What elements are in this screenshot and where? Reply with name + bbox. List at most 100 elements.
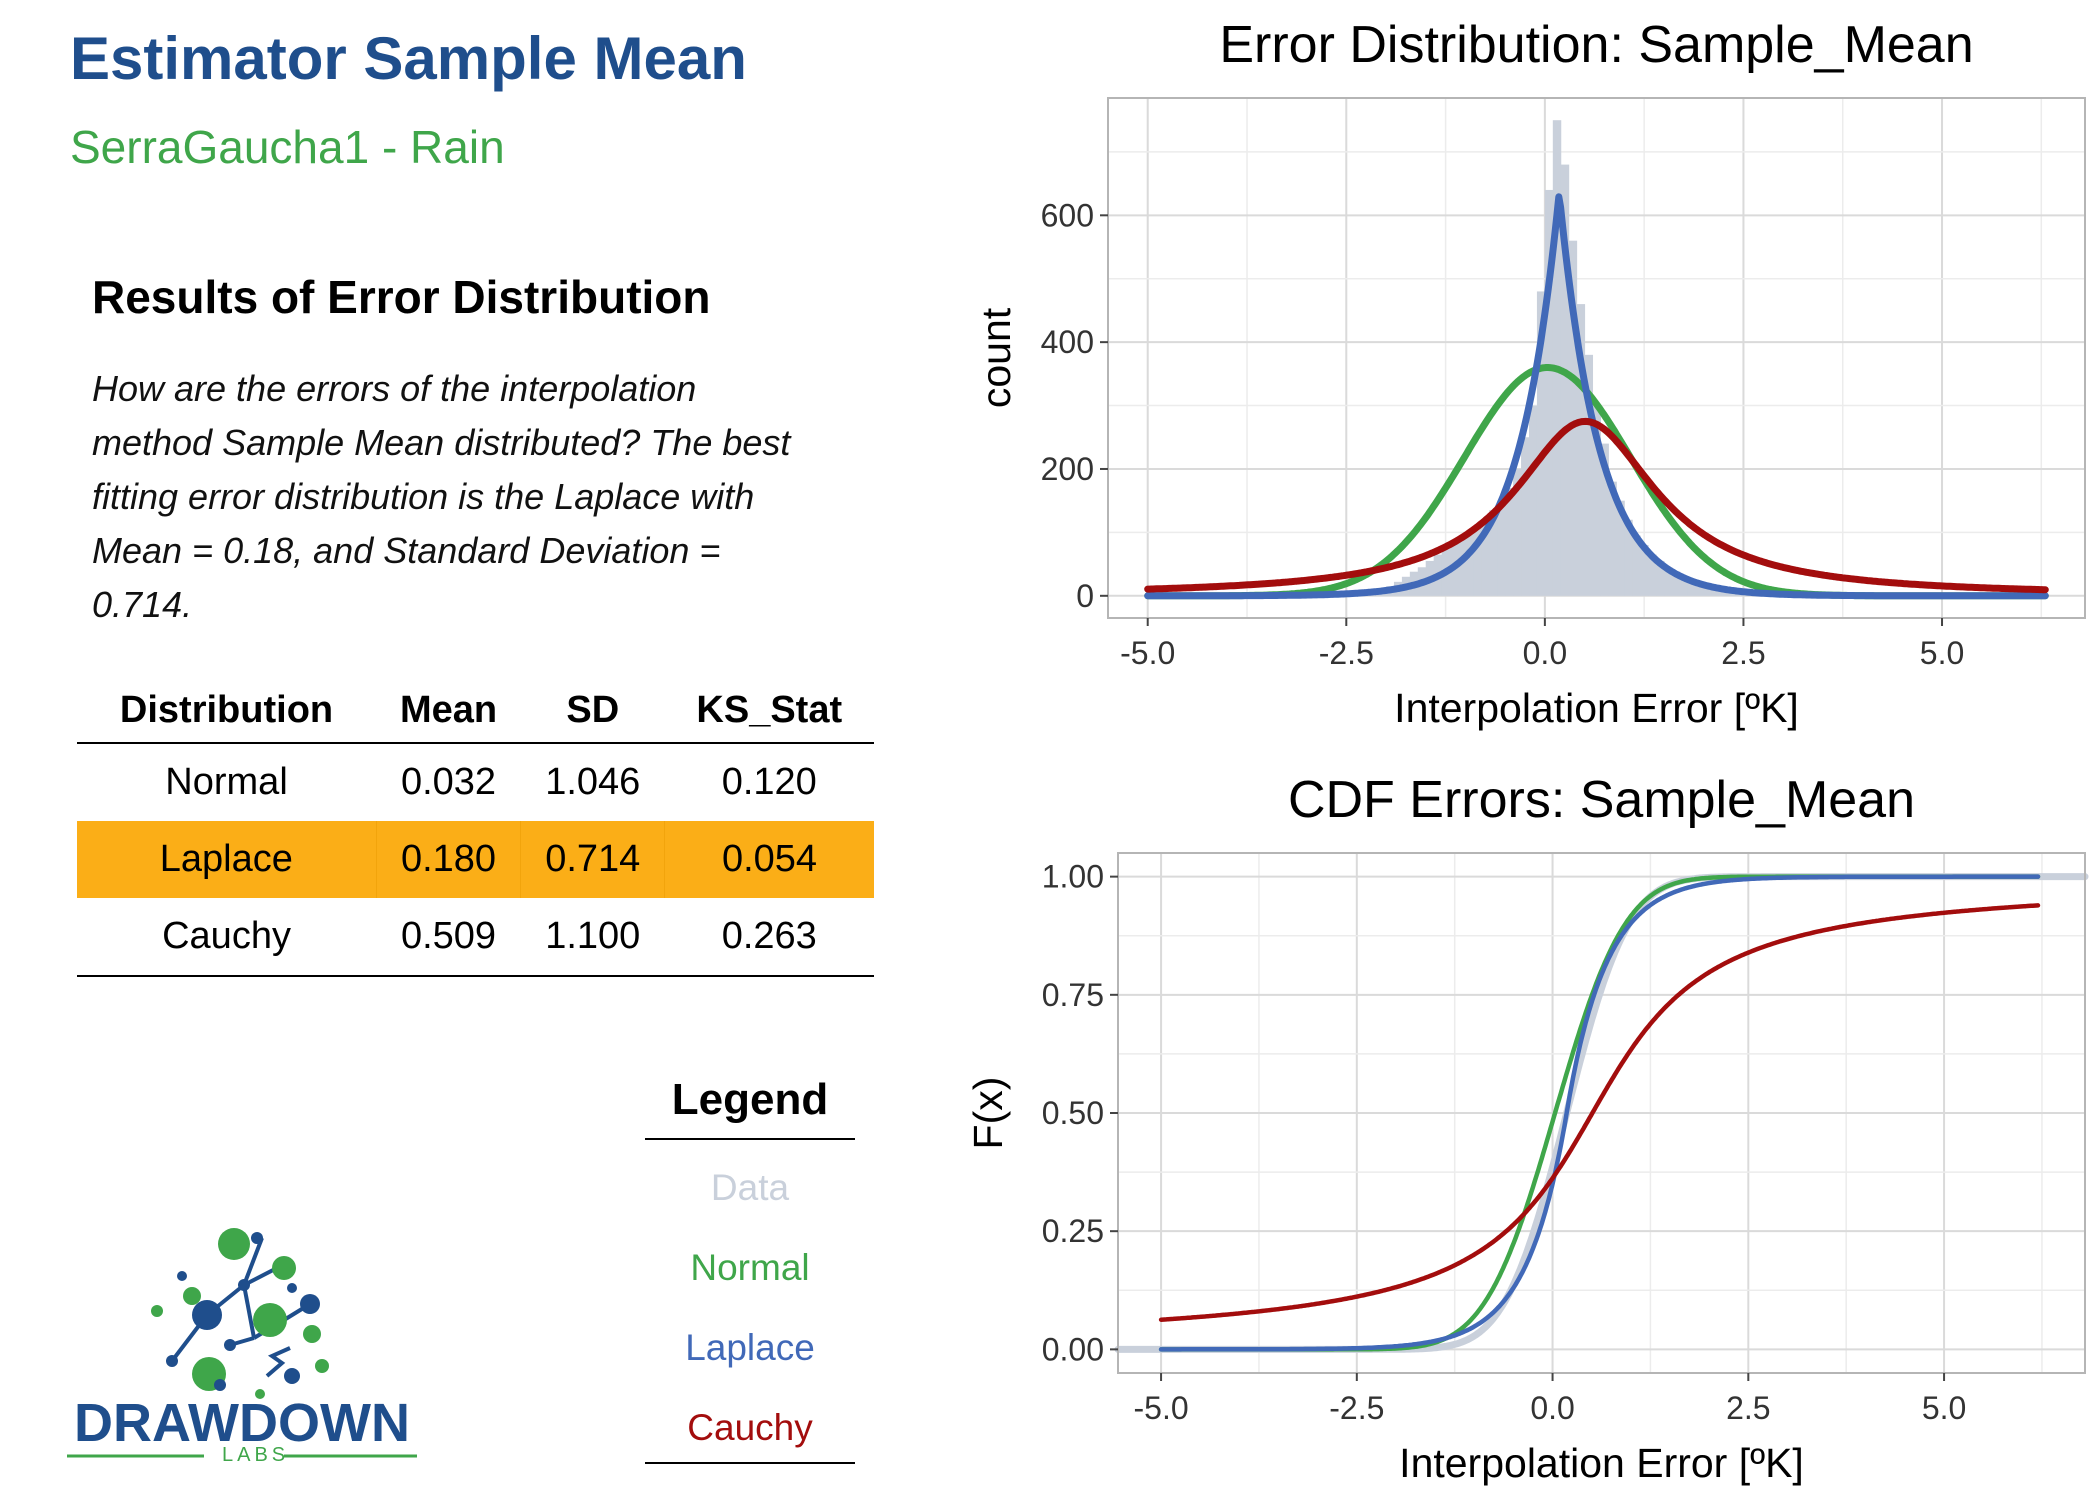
table-cell-sd: 0.714 xyxy=(520,821,665,898)
table-header-row: Distribution Mean SD KS_Stat xyxy=(77,678,874,744)
y-axis-title: count xyxy=(973,307,1019,408)
histogram-bar xyxy=(1656,560,1665,596)
histogram-bar xyxy=(1600,443,1609,596)
cdf-errors-chart: CDF Errors: Sample_Mean -5.0 -2.5 0.0 2.5 5.0… xyxy=(965,771,2089,1486)
table-cell-ks-stat: 0.263 xyxy=(664,898,874,977)
histogram-bar xyxy=(1727,592,1737,596)
page-title: Estimator Sample Mean xyxy=(70,25,747,92)
series-line-laplace xyxy=(1144,193,2049,600)
chart-title: CDF Errors: Sample_Mean xyxy=(1288,771,1915,829)
y-tick-label: 600 xyxy=(1041,197,1094,233)
x-tick-label: 0.0 xyxy=(1523,635,1567,671)
legend-entry-cauchy: Cauchy xyxy=(687,1407,813,1448)
histogram-bar xyxy=(1457,537,1466,596)
table-cell-sd: 1.046 xyxy=(545,761,641,803)
y-tick-label: 200 xyxy=(1041,451,1094,487)
histogram-bar xyxy=(1711,589,1721,596)
table-cell-mean: 0.180 xyxy=(375,821,521,898)
histogram-bar xyxy=(1592,405,1601,596)
series-line-laplace xyxy=(1158,874,2041,1352)
histogram-bar xyxy=(1624,519,1633,596)
histogram-bar xyxy=(1489,510,1498,596)
histogram-bar xyxy=(1544,189,1554,596)
x-tick-label: 5.0 xyxy=(1922,1390,1966,1426)
results-description: How are the errors of the interpolation … xyxy=(92,368,791,625)
error-distribution-chart: Error Distribution: Sample_Mean -5.0 -2.5 0… xyxy=(973,16,2086,731)
series-line-cauchy xyxy=(1144,417,2049,594)
histogram-bar xyxy=(1703,586,1713,596)
histogram-bar xyxy=(1528,405,1538,596)
table-cell-distribution: Laplace xyxy=(77,821,377,898)
y-tick-label: 0.50 xyxy=(1042,1095,1104,1131)
histogram-bar xyxy=(1497,500,1506,596)
histogram-bar xyxy=(1632,535,1641,596)
logo: DRAWDOWN LABS xyxy=(22,1058,527,1466)
histogram-bar xyxy=(1584,354,1594,596)
x-tick-label: -2.5 xyxy=(1319,635,1374,671)
results-heading: Results of Error Distribution xyxy=(92,271,711,323)
x-tick-label: 2.5 xyxy=(1721,635,1765,671)
histogram-bar xyxy=(1648,554,1657,596)
histogram-bar xyxy=(1536,291,1546,596)
legend-entry-laplace: Laplace xyxy=(685,1327,815,1368)
logo-icon: DRAWDOWN xyxy=(67,1228,417,1458)
table-cell-sd: 1.100 xyxy=(520,898,665,977)
histogram-bar xyxy=(1552,120,1562,596)
table-row: Cauchy 0.509 1.100 0.263 xyxy=(77,898,874,977)
histogram-bar xyxy=(1473,526,1482,596)
column-header-ks-stat: KS_Stat xyxy=(664,678,874,744)
table-cell-distribution: Normal xyxy=(165,761,288,803)
legend: Legend Data Normal Laplace Cauchy xyxy=(645,1070,855,1464)
histogram-bar xyxy=(1505,488,1514,596)
legend-entry-data: Data xyxy=(710,1167,790,1208)
x-tick-label: 0.0 xyxy=(1530,1390,1574,1426)
results-table: Distribution Mean SD KS_Stat Normal 0.03… xyxy=(77,678,874,977)
chart-title: Error Distribution: Sample_Mean xyxy=(1219,16,1973,74)
logo-wordmark: DRAWDOWN xyxy=(74,1393,410,1453)
table-cell-mean: 0.509 xyxy=(376,898,521,977)
histogram-bar xyxy=(1719,590,1729,596)
table-cell-ks-stat: 0.054 xyxy=(664,821,874,898)
table-cell-ks-stat: 0.120 xyxy=(721,761,817,803)
histogram-bar xyxy=(1560,164,1570,596)
histogram-bar xyxy=(1695,584,1705,596)
x-tick-label: 5.0 xyxy=(1920,635,1964,671)
column-header-distribution: Distribution xyxy=(77,678,377,744)
histogram-bar xyxy=(1640,545,1649,596)
column-header-sd: SD xyxy=(520,678,665,744)
histogram-bar xyxy=(1521,437,1530,596)
y-tick-label: 400 xyxy=(1041,324,1094,360)
series-line-cauchy xyxy=(1158,903,2041,1322)
histogram-bar xyxy=(1679,576,1689,596)
y-tick-label: 1.00 xyxy=(1042,859,1104,895)
histogram-bar xyxy=(1513,468,1522,596)
x-tick-label: -5.0 xyxy=(1133,1390,1188,1426)
histogram-bar xyxy=(1568,240,1578,596)
histogram-bar xyxy=(1616,500,1625,596)
histogram-bar xyxy=(1664,567,1673,596)
column-header-mean: Mean xyxy=(376,678,521,744)
x-tick-label: 2.5 xyxy=(1726,1390,1770,1426)
legend-title: Legend xyxy=(645,1070,855,1140)
page-subtitle: SerraGaucha1 - Rain xyxy=(70,121,505,173)
table-cell-mean: 0.032 xyxy=(400,761,497,803)
histogram-bar xyxy=(1576,304,1586,596)
histogram-bar xyxy=(1608,481,1617,596)
histogram-bar xyxy=(1687,580,1697,596)
plot-border xyxy=(1107,97,2086,619)
x-tick-label: -2.5 xyxy=(1329,1390,1384,1426)
x-tick-label: -5.0 xyxy=(1120,635,1175,671)
table-cell-distribution: Cauchy xyxy=(77,898,377,977)
legend-divider xyxy=(645,1462,855,1464)
y-axis-title: F(x) xyxy=(965,1077,1011,1150)
table-row: Laplace 0.180 0.714 0.054 xyxy=(77,821,874,898)
grid xyxy=(1118,853,2085,1373)
histogram-bar xyxy=(1671,571,1681,596)
y-tick-label: 0 xyxy=(1076,578,1094,614)
x-axis-title: Interpolation Error [ºK] xyxy=(1394,685,1799,731)
table-row: Normal 0.032 1.046 0.120 xyxy=(77,743,874,821)
x-axis-title: Interpolation Error [ºK] xyxy=(1399,1440,1804,1486)
y-tick-label: 0.25 xyxy=(1042,1213,1104,1249)
y-tick-label: 0.00 xyxy=(1042,1331,1104,1367)
histogram-bar xyxy=(1481,519,1490,596)
